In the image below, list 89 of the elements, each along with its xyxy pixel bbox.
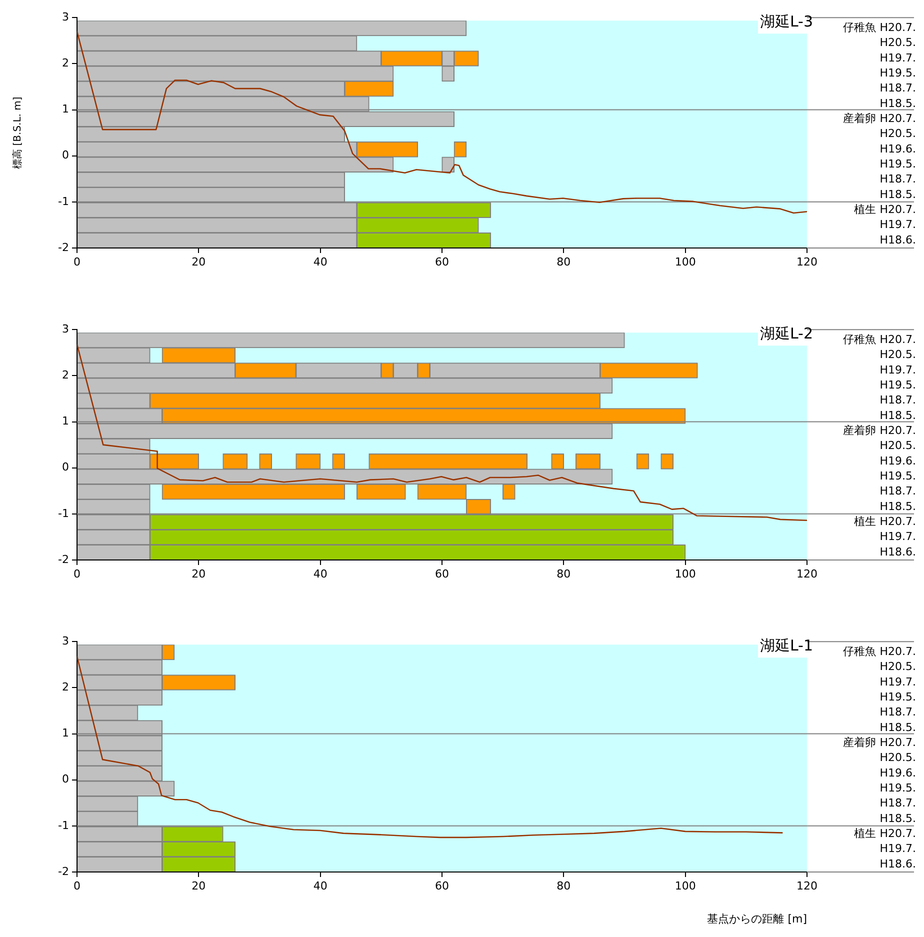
x-tick-label: 80: [556, 879, 571, 892]
x-tick-label: 60: [435, 255, 449, 268]
y-tick-label: 仔稚魚 H20.7.: [843, 645, 916, 658]
y-tick-label: H18.5.: [880, 96, 916, 110]
y-tick-label: 0: [62, 772, 69, 786]
y-tick-label: H20.5.: [880, 127, 916, 140]
y-tick-label: H18.5.: [880, 188, 916, 201]
x-tick-label: 40: [313, 255, 328, 268]
y-tick-label: 1: [62, 726, 69, 740]
y-tick-label: H19.5.: [880, 469, 916, 482]
y-tick-label: H19.7.: [880, 363, 916, 376]
y-tick-label: -1: [58, 194, 69, 208]
y-tick-label: H18.7.: [880, 796, 916, 810]
y-tick-label: 産着卵 H20.7.: [843, 424, 916, 437]
y-tick-label: -2: [58, 552, 69, 566]
y-tick-label: 産着卵 H20.7.: [843, 112, 916, 125]
y-tick-label: H19.7.: [880, 675, 916, 688]
chart-title: 湖延L-2: [760, 324, 813, 342]
chart-title: 湖延L-1: [760, 636, 813, 654]
y-tick-label: H19.5.: [880, 378, 916, 392]
y-tick-label: H18.7.: [880, 82, 916, 95]
chart-title: 湖延L-3: [760, 12, 813, 30]
y-tick-label: 0: [62, 460, 69, 474]
x-tick-label: 80: [556, 567, 571, 580]
x-tick-label: 40: [313, 567, 328, 580]
y-tick-label: H20.5.: [880, 439, 916, 452]
y-tick-label: 産着卵 H20.7.: [843, 736, 916, 749]
y-tick-label: 2: [62, 680, 69, 694]
x-tick-label: 20: [192, 255, 206, 268]
y-tick-label: H18.7.: [880, 706, 916, 719]
x-tick-label: 100: [674, 567, 696, 580]
x-tick-label: 120: [796, 255, 818, 268]
y-tick-label: 仔稚魚 H20.7.: [843, 21, 916, 34]
y-tick-label: 3: [62, 322, 69, 336]
y-tick-label: H19.5.: [880, 690, 916, 704]
x-tick-label: 40: [313, 879, 328, 892]
y-tick-label: -2: [58, 240, 69, 254]
y-tick-label: -1: [58, 506, 69, 520]
y-tick-label: 植生 H20.7.: [854, 826, 916, 840]
y-tick-label: 仔稚魚 H20.7.: [843, 333, 916, 346]
y-tick-label: H19.6.: [880, 454, 916, 468]
x-tick-label: 20: [192, 567, 206, 580]
y-tick-label: H18.7.: [880, 484, 916, 498]
y-tick-label: -1: [58, 818, 69, 832]
y-tick-label: H19.5.: [880, 66, 916, 80]
y-tick-label: H18.5.: [880, 720, 916, 734]
y-tick-label: H18.6.: [880, 233, 916, 246]
y-tick-label: 1: [62, 414, 69, 428]
y-tick-label: H19.7.: [880, 530, 916, 544]
y-tick-label: H19.7.: [880, 218, 916, 232]
y-tick-label: H18.5.: [880, 812, 916, 825]
y-tick-label: H19.5.: [880, 157, 916, 170]
x-tick-label: 20: [192, 879, 206, 892]
y-tick-label: 3: [62, 10, 69, 24]
y-tick-label: H19.7.: [880, 51, 916, 64]
y-tick-label: H20.5.: [880, 348, 916, 362]
y-tick-label: H18.5.: [880, 500, 916, 513]
y-tick-label: 植生 H20.7.: [854, 202, 916, 216]
x-tick-label: 120: [796, 879, 818, 892]
y-tick-label: H19.6.: [880, 766, 916, 780]
x-tick-label: 60: [435, 879, 449, 892]
x-tick-label: 0: [74, 879, 80, 892]
y-tick-label: H20.5.: [880, 751, 916, 764]
y-tick-label: H19.5.: [880, 781, 916, 794]
x-tick-label: 100: [674, 879, 696, 892]
y-tick-label: -2: [58, 864, 69, 878]
y-tick-label: 3: [62, 634, 69, 648]
x-tick-label: 60: [435, 567, 449, 580]
y-tick-label: H18.5.: [880, 408, 916, 422]
y-tick-label: H18.7.: [880, 172, 916, 186]
x-tick-label: 80: [556, 255, 571, 268]
x-tick-label: 100: [674, 255, 696, 268]
y-tick-label: H18.6.: [880, 545, 916, 558]
x-tick-label: 0: [74, 567, 80, 580]
x-axis-title: 基点からの距離 [m]: [707, 912, 807, 926]
y-tick-label: 1: [62, 102, 69, 116]
y-tick-label: 2: [62, 368, 69, 382]
x-tick-label: 120: [796, 567, 818, 580]
y-tick-label: H19.7.: [880, 842, 916, 856]
x-tick-label: 0: [74, 255, 80, 268]
y-tick-label: H20.5.: [880, 36, 916, 50]
y-tick-label: H19.6.: [880, 142, 916, 156]
y-tick-label: H18.6.: [880, 857, 916, 870]
y-tick-label: 2: [62, 56, 69, 70]
y-axis-title: 標高 [B.S.L. m]: [12, 96, 24, 169]
y-tick-label: 0: [62, 148, 69, 162]
y-tick-label: H18.7.: [880, 394, 916, 407]
y-tick-label: H20.5.: [880, 660, 916, 674]
y-tick-label: 植生 H20.7.: [854, 514, 916, 528]
